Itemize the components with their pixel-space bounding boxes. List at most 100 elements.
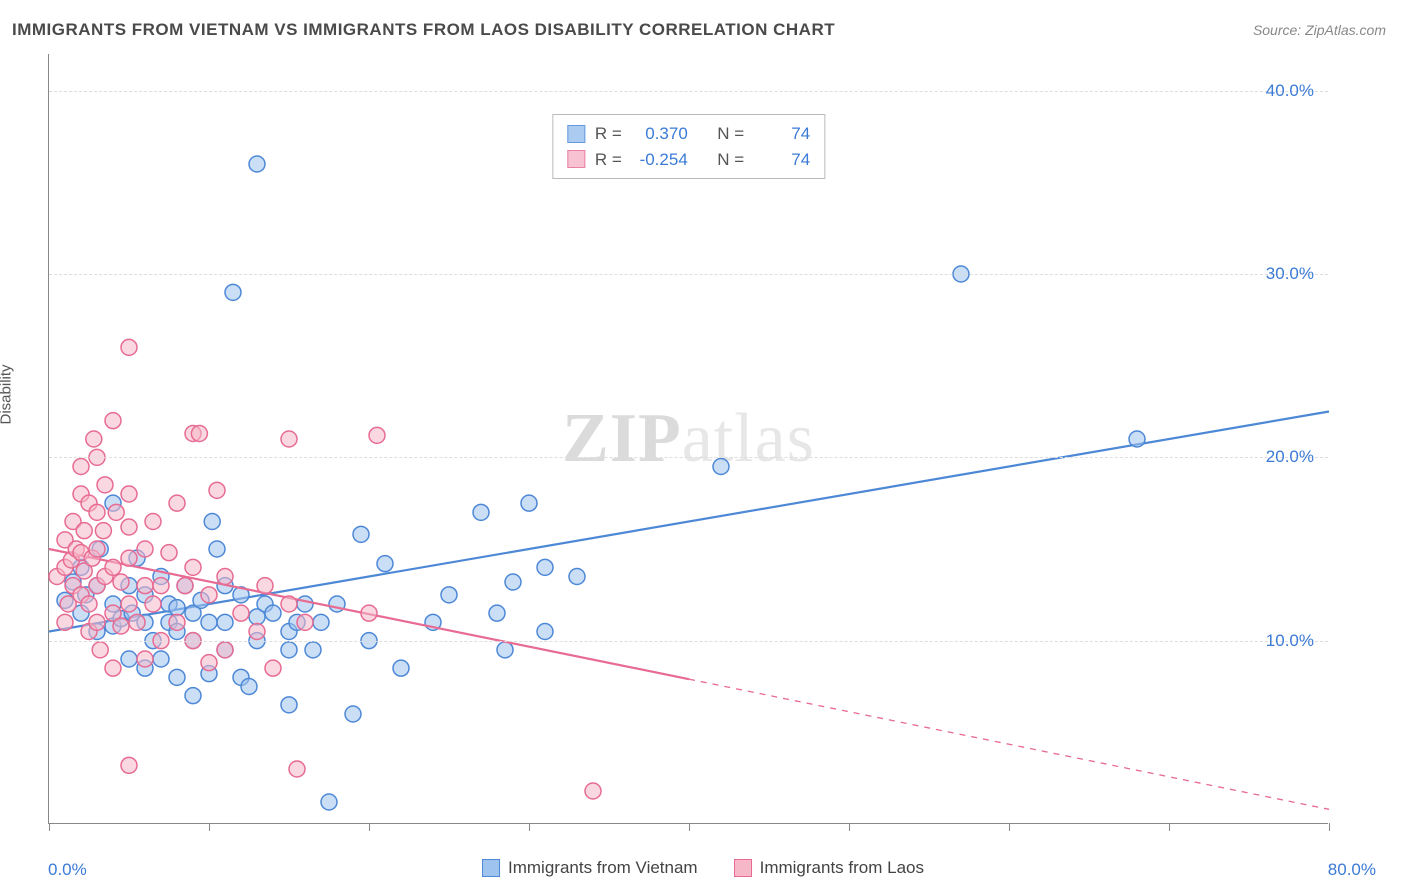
data-point-laos	[281, 596, 297, 612]
stats-legend: R = 0.370 N = 74R = -0.254 N = 74	[552, 114, 825, 179]
legend-label-laos: Immigrants from Laos	[760, 858, 924, 878]
data-point-laos	[105, 559, 121, 575]
legend-item-laos: Immigrants from Laos	[734, 858, 924, 878]
data-point-laos	[201, 655, 217, 671]
data-point-vietnam	[441, 587, 457, 603]
x-tick	[209, 823, 210, 831]
x-tick	[369, 823, 370, 831]
n-label: N =	[717, 147, 744, 173]
data-point-laos	[145, 596, 161, 612]
data-point-laos	[217, 569, 233, 585]
x-tick	[689, 823, 690, 831]
data-point-laos	[145, 514, 161, 530]
data-point-vietnam	[313, 614, 329, 630]
y-tick-label: 30.0%	[1266, 264, 1314, 284]
data-point-vietnam	[281, 642, 297, 658]
data-point-laos	[153, 578, 169, 594]
n-value-vietnam: 74	[754, 121, 810, 147]
x-tick	[1009, 823, 1010, 831]
data-point-vietnam	[241, 679, 257, 695]
data-point-laos	[121, 550, 137, 566]
data-point-laos	[121, 339, 137, 355]
data-point-laos	[191, 426, 207, 442]
data-point-vietnam	[204, 514, 220, 530]
x-tick	[529, 823, 530, 831]
gridline	[49, 274, 1328, 275]
legend-swatch-vietnam	[482, 859, 500, 877]
y-axis-label: Disability	[0, 364, 15, 424]
r-value-vietnam: 0.370	[632, 121, 688, 147]
data-point-vietnam	[297, 596, 313, 612]
data-point-vietnam	[537, 559, 553, 575]
data-point-laos	[249, 624, 265, 640]
data-point-laos	[169, 614, 185, 630]
stats-row-laos: R = -0.254 N = 74	[567, 147, 810, 173]
data-point-vietnam	[393, 660, 409, 676]
data-point-laos	[177, 578, 193, 594]
data-point-laos	[217, 642, 233, 658]
data-point-laos	[81, 596, 97, 612]
data-point-vietnam	[537, 624, 553, 640]
data-point-vietnam	[281, 697, 297, 713]
data-point-laos	[121, 486, 137, 502]
data-point-laos	[281, 431, 297, 447]
x-range-left: 0.0%	[48, 860, 87, 880]
data-point-laos	[257, 578, 273, 594]
data-point-laos	[89, 614, 105, 630]
data-point-laos	[92, 642, 108, 658]
data-point-laos	[361, 605, 377, 621]
data-point-laos	[233, 605, 249, 621]
gridline	[49, 457, 1328, 458]
data-point-laos	[129, 614, 145, 630]
data-point-laos	[57, 614, 73, 630]
data-point-vietnam	[305, 642, 321, 658]
data-point-laos	[76, 523, 92, 539]
data-point-laos	[297, 614, 313, 630]
data-point-laos	[89, 541, 105, 557]
data-point-vietnam	[249, 156, 265, 172]
source-label: Source: ZipAtlas.com	[1253, 22, 1386, 38]
data-point-laos	[121, 519, 137, 535]
data-point-laos	[113, 574, 129, 590]
data-point-vietnam	[185, 688, 201, 704]
data-point-vietnam	[201, 614, 217, 630]
data-point-vietnam	[153, 651, 169, 667]
data-point-vietnam	[169, 600, 185, 616]
data-point-laos	[121, 596, 137, 612]
x-range-right: 80.0%	[1328, 860, 1376, 880]
data-point-vietnam	[497, 642, 513, 658]
data-point-laos	[113, 618, 129, 634]
data-point-laos	[89, 504, 105, 520]
legend-swatch-laos	[734, 859, 752, 877]
gridline	[49, 91, 1328, 92]
y-tick-label: 10.0%	[1266, 631, 1314, 651]
data-point-laos	[137, 651, 153, 667]
data-point-vietnam	[569, 569, 585, 585]
chart-title: IMMIGRANTS FROM VIETNAM VS IMMIGRANTS FR…	[12, 20, 835, 40]
y-tick-label: 40.0%	[1266, 81, 1314, 101]
n-value-laos: 74	[754, 147, 810, 173]
x-tick	[1169, 823, 1170, 831]
x-tick	[849, 823, 850, 831]
r-value-laos: -0.254	[632, 147, 688, 173]
y-tick-label: 20.0%	[1266, 447, 1314, 467]
data-point-laos	[169, 495, 185, 511]
data-point-vietnam	[209, 541, 225, 557]
x-tick	[1329, 823, 1330, 831]
gridline	[49, 641, 1328, 642]
data-point-vietnam	[225, 284, 241, 300]
trend-line-dashed-laos	[689, 679, 1329, 809]
data-point-laos	[108, 504, 124, 520]
bottom-legend: Immigrants from VietnamImmigrants from L…	[482, 858, 924, 878]
data-point-laos	[201, 587, 217, 603]
data-point-vietnam	[217, 614, 233, 630]
data-point-laos	[105, 413, 121, 429]
data-point-vietnam	[321, 794, 337, 810]
data-point-laos	[137, 578, 153, 594]
data-point-laos	[209, 482, 225, 498]
data-point-laos	[86, 431, 102, 447]
r-label: R =	[595, 147, 622, 173]
data-point-laos	[97, 477, 113, 493]
data-point-laos	[369, 427, 385, 443]
data-point-vietnam	[489, 605, 505, 621]
